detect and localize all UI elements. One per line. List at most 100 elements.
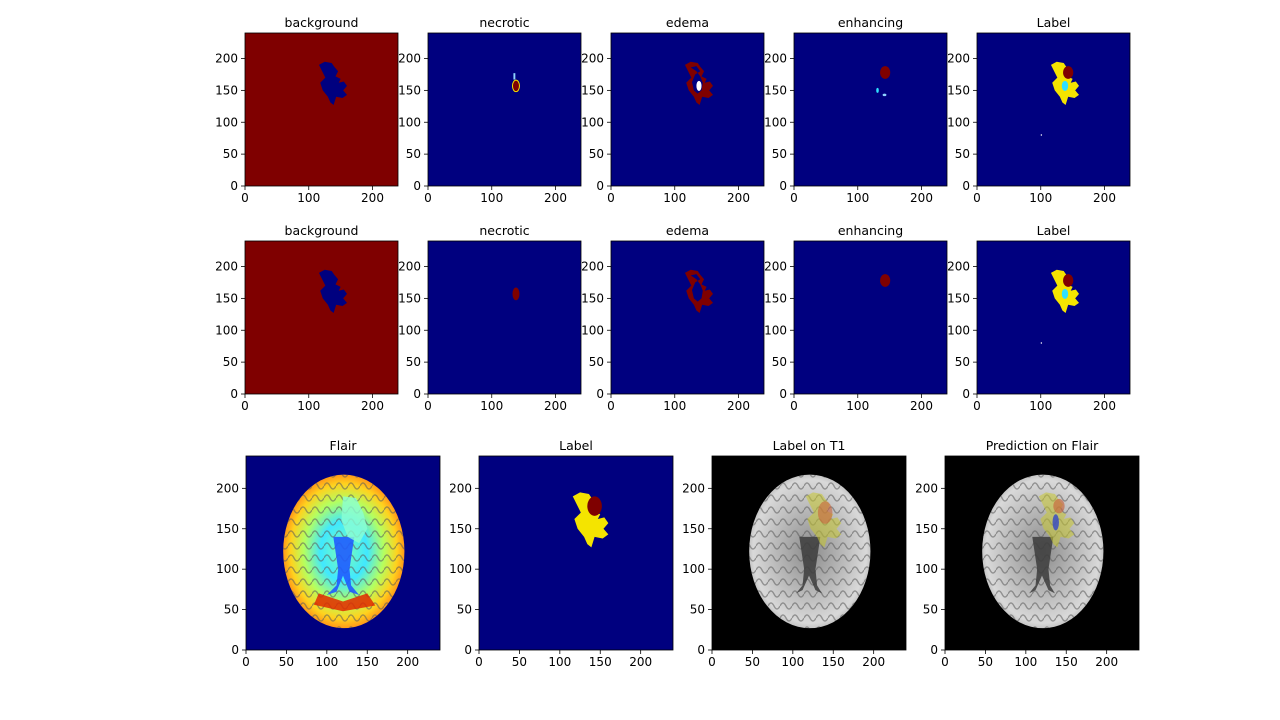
panel-title: edema: [666, 223, 709, 238]
y-tick-label: 100: [915, 562, 938, 576]
y-tick-label: 200: [216, 481, 239, 495]
y-tick-label: 200: [215, 52, 238, 66]
panel-title: Label: [1037, 15, 1071, 30]
x-tick-label: 200: [361, 399, 384, 413]
x-tick-label: 100: [297, 191, 320, 205]
panel-canvas: [977, 33, 1130, 186]
x-tick-label: 200: [396, 655, 419, 669]
y-tick-label: 200: [581, 260, 604, 274]
y-tick-label: 50: [772, 355, 787, 369]
x-tick-label: 200: [910, 399, 933, 413]
y-tick-label: 150: [215, 83, 238, 97]
x-tick-label: 100: [1029, 399, 1052, 413]
x-tick-label: 0: [242, 655, 250, 669]
x-tick-label: 100: [846, 191, 869, 205]
y-tick-label: 200: [398, 260, 421, 274]
x-tick-label: 50: [512, 655, 527, 669]
panel-title: Label: [1037, 223, 1071, 238]
x-tick-label: 200: [629, 655, 652, 669]
y-tick-label: 150: [915, 522, 938, 536]
panel-canvas: [428, 33, 581, 186]
y-tick-label: 0: [231, 643, 239, 657]
x-tick-label: 200: [1093, 399, 1116, 413]
y-tick-label: 200: [449, 481, 472, 495]
panel-canvas: [611, 33, 764, 186]
x-tick-label: 0: [973, 191, 981, 205]
y-tick-label: 100: [215, 115, 238, 129]
y-tick-label: 0: [464, 643, 472, 657]
y-tick-label: 50: [955, 355, 970, 369]
panel-frame: [976, 32, 1131, 187]
panel-canvas: [977, 241, 1130, 394]
panel-canvas: [428, 241, 581, 394]
panel-2-1: Label 0 50 100 150 200 0 50 100 150 200: [449, 438, 674, 669]
y-tick-label: 100: [764, 115, 787, 129]
y-tick-label: 0: [930, 643, 938, 657]
y-tick-label: 0: [230, 387, 238, 401]
x-tick-label: 100: [480, 399, 503, 413]
panel-frame: [610, 240, 765, 395]
x-tick-label: 100: [663, 191, 686, 205]
panel-canvas: [245, 33, 398, 186]
x-tick-label: 200: [727, 399, 750, 413]
panel-0-3: enhancing 0 100 200 0 50 100 150 200: [764, 15, 948, 205]
y-tick-label: 50: [224, 603, 239, 617]
y-tick-label: 150: [947, 83, 970, 97]
panel-1-4: Label 0 100 200 0 50 100 150 200: [947, 223, 1131, 413]
x-tick-label: 0: [790, 399, 798, 413]
x-tick-label: 200: [862, 655, 885, 669]
x-tick-label: 100: [315, 655, 338, 669]
y-tick-label: 150: [216, 522, 239, 536]
y-tick-label: 150: [764, 291, 787, 305]
y-tick-label: 150: [449, 522, 472, 536]
x-tick-label: 100: [781, 655, 804, 669]
y-tick-label: 100: [764, 323, 787, 337]
y-tick-label: 150: [947, 291, 970, 305]
panel-title: enhancing: [838, 15, 903, 30]
panel-title: background: [285, 15, 359, 30]
panel-title: enhancing: [838, 223, 903, 238]
x-tick-label: 0: [607, 399, 615, 413]
panel-frame: [793, 240, 948, 395]
y-tick-label: 0: [596, 387, 604, 401]
y-tick-label: 200: [398, 52, 421, 66]
y-tick-label: 200: [581, 52, 604, 66]
y-tick-label: 50: [589, 147, 604, 161]
y-tick-label: 0: [779, 179, 787, 193]
panel-1-2: edema 0 100 200 0 50 100 150 200: [581, 223, 765, 413]
panel-0-1: necrotic 0 100 200 0 50 100 150 200: [398, 15, 582, 205]
y-tick-label: 100: [947, 323, 970, 337]
y-tick-label: 50: [923, 603, 938, 617]
x-tick-label: 200: [910, 191, 933, 205]
y-tick-label: 150: [581, 291, 604, 305]
x-tick-label: 100: [1014, 655, 1037, 669]
x-tick-label: 50: [279, 655, 294, 669]
x-tick-label: 0: [708, 655, 716, 669]
x-tick-label: 150: [1055, 655, 1078, 669]
x-tick-label: 0: [241, 191, 249, 205]
y-tick-label: 200: [215, 260, 238, 274]
x-tick-label: 150: [356, 655, 379, 669]
y-tick-label: 100: [581, 115, 604, 129]
x-tick-label: 0: [790, 191, 798, 205]
panel-frame: [711, 455, 907, 651]
y-tick-label: 100: [215, 323, 238, 337]
y-tick-label: 50: [955, 147, 970, 161]
panel-2-2: Label on T1 0 50 100 150 200 0 50 100 150 200: [682, 438, 907, 669]
x-tick-label: 200: [1095, 655, 1118, 669]
panel-1-0: background 0 100 200 0 50 100 150 200: [215, 223, 399, 413]
y-tick-label: 200: [764, 260, 787, 274]
y-tick-label: 100: [581, 323, 604, 337]
panel-title: Prediction on Flair: [986, 438, 1099, 453]
x-tick-label: 150: [822, 655, 845, 669]
panel-0-4: Label 0 100 200 0 50 100 150 200: [947, 15, 1131, 205]
x-tick-label: 100: [663, 399, 686, 413]
x-tick-label: 0: [475, 655, 483, 669]
panel-frame: [610, 32, 765, 187]
x-tick-label: 0: [607, 191, 615, 205]
x-tick-label: 200: [544, 399, 567, 413]
y-tick-label: 50: [406, 355, 421, 369]
x-tick-label: 200: [544, 191, 567, 205]
panel-title: necrotic: [479, 15, 529, 30]
